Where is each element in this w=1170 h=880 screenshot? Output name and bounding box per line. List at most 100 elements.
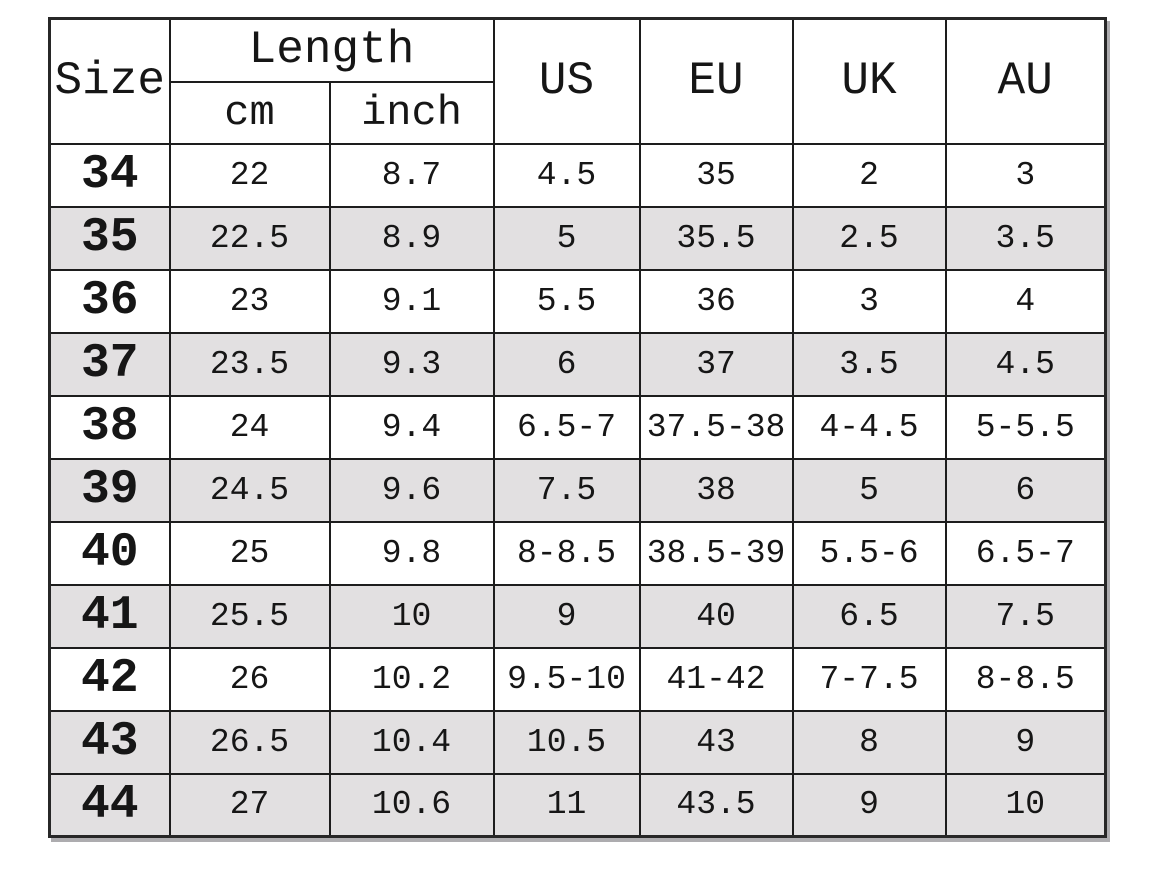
table-row: 37 23.5 9.3 6 37 3.5 4.5: [48, 331, 1107, 397]
table-body: 34 22 8.7 4.5 35 2 3 35 22.5 8.9 5 35.5 …: [48, 142, 1107, 838]
cell-inch: 10.4: [328, 709, 495, 775]
cell-eu: 38: [638, 457, 794, 523]
cell-eu: 38.5-39: [638, 520, 794, 586]
cell-au: 9: [944, 709, 1107, 775]
cell-cm: 24.5: [168, 457, 331, 523]
header-uk: UK: [791, 17, 947, 145]
cell-uk: 2: [791, 142, 947, 208]
cell-uk: 3: [791, 268, 947, 334]
cell-us: 8-8.5: [492, 520, 641, 586]
cell-size: 41: [48, 583, 171, 649]
cell-us: 4.5: [492, 142, 641, 208]
cell-size: 42: [48, 646, 171, 712]
cell-cm: 23.5: [168, 331, 331, 397]
cell-inch: 9.3: [328, 331, 495, 397]
header-au: AU: [944, 17, 1107, 145]
cell-cm: 23: [168, 268, 331, 334]
header-size: Size: [48, 17, 171, 145]
cell-cm: 22: [168, 142, 331, 208]
cell-eu: 36: [638, 268, 794, 334]
table-row: 34 22 8.7 4.5 35 2 3: [48, 142, 1107, 208]
cell-eu: 41-42: [638, 646, 794, 712]
cell-au: 6.5-7: [944, 520, 1107, 586]
cell-cm: 27: [168, 772, 331, 838]
cell-eu: 43.5: [638, 772, 794, 838]
cell-uk: 3.5: [791, 331, 947, 397]
table-row: 42 26 10.2 9.5-10 41-42 7-7.5 8-8.5: [48, 646, 1107, 712]
cell-size: 37: [48, 331, 171, 397]
cell-eu: 40: [638, 583, 794, 649]
header-length: Length: [168, 17, 495, 83]
header-eu: EU: [638, 17, 794, 145]
cell-inch: 10: [328, 583, 495, 649]
cell-au: 6: [944, 457, 1107, 523]
cell-au: 8-8.5: [944, 646, 1107, 712]
cell-us: 9.5-10: [492, 646, 641, 712]
cell-inch: 9.1: [328, 268, 495, 334]
cell-us: 7.5: [492, 457, 641, 523]
table-row: 36 23 9.1 5.5 36 3 4: [48, 268, 1107, 334]
table-row: 43 26.5 10.4 10.5 43 8 9: [48, 709, 1107, 775]
cell-us: 9: [492, 583, 641, 649]
cell-us: 6.5-7: [492, 394, 641, 460]
cell-cm: 22.5: [168, 205, 331, 271]
cell-au: 3.5: [944, 205, 1107, 271]
cell-eu: 37: [638, 331, 794, 397]
cell-inch: 9.6: [328, 457, 495, 523]
cell-size: 43: [48, 709, 171, 775]
table-row: 44 27 10.6 11 43.5 9 10: [48, 772, 1107, 838]
table-row: 39 24.5 9.6 7.5 38 5 6: [48, 457, 1107, 523]
cell-uk: 5: [791, 457, 947, 523]
size-chart-table: Size Length US EU UK AU cm inch 34 22 8.…: [48, 17, 1107, 838]
cell-uk: 9: [791, 772, 947, 838]
table-row: 38 24 9.4 6.5-7 37.5-38 4-4.5 5-5.5: [48, 394, 1107, 460]
cell-au: 10: [944, 772, 1107, 838]
cell-uk: 2.5: [791, 205, 947, 271]
cell-cm: 25: [168, 520, 331, 586]
cell-uk: 5.5-6: [791, 520, 947, 586]
cell-au: 4: [944, 268, 1107, 334]
cell-us: 5: [492, 205, 641, 271]
cell-us: 10.5: [492, 709, 641, 775]
cell-us: 11: [492, 772, 641, 838]
cell-us: 5.5: [492, 268, 641, 334]
cell-eu: 35.5: [638, 205, 794, 271]
table-row: 41 25.5 10 9 40 6.5 7.5: [48, 583, 1107, 649]
cell-us: 6: [492, 331, 641, 397]
cell-inch: 8.9: [328, 205, 495, 271]
cell-uk: 7-7.5: [791, 646, 947, 712]
cell-size: 44: [48, 772, 171, 838]
cell-au: 5-5.5: [944, 394, 1107, 460]
cell-cm: 26: [168, 646, 331, 712]
header-inch: inch: [328, 80, 495, 145]
cell-eu: 43: [638, 709, 794, 775]
cell-inch: 9.4: [328, 394, 495, 460]
cell-inch: 8.7: [328, 142, 495, 208]
cell-au: 4.5: [944, 331, 1107, 397]
cell-cm: 24: [168, 394, 331, 460]
cell-size: 34: [48, 142, 171, 208]
cell-uk: 6.5: [791, 583, 947, 649]
header-cm: cm: [168, 80, 331, 145]
cell-uk: 8: [791, 709, 947, 775]
cell-size: 35: [48, 205, 171, 271]
cell-inch: 10.6: [328, 772, 495, 838]
cell-uk: 4-4.5: [791, 394, 947, 460]
cell-cm: 26.5: [168, 709, 331, 775]
cell-au: 7.5: [944, 583, 1107, 649]
table-row: 40 25 9.8 8-8.5 38.5-39 5.5-6 6.5-7: [48, 520, 1107, 586]
cell-size: 39: [48, 457, 171, 523]
cell-size: 40: [48, 520, 171, 586]
cell-au: 3: [944, 142, 1107, 208]
table-row: 35 22.5 8.9 5 35.5 2.5 3.5: [48, 205, 1107, 271]
header-us: US: [492, 17, 641, 145]
cell-inch: 10.2: [328, 646, 495, 712]
cell-inch: 9.8: [328, 520, 495, 586]
table-header: Size Length US EU UK AU cm inch: [48, 17, 1107, 145]
cell-size: 38: [48, 394, 171, 460]
cell-cm: 25.5: [168, 583, 331, 649]
cell-eu: 37.5-38: [638, 394, 794, 460]
cell-size: 36: [48, 268, 171, 334]
cell-eu: 35: [638, 142, 794, 208]
